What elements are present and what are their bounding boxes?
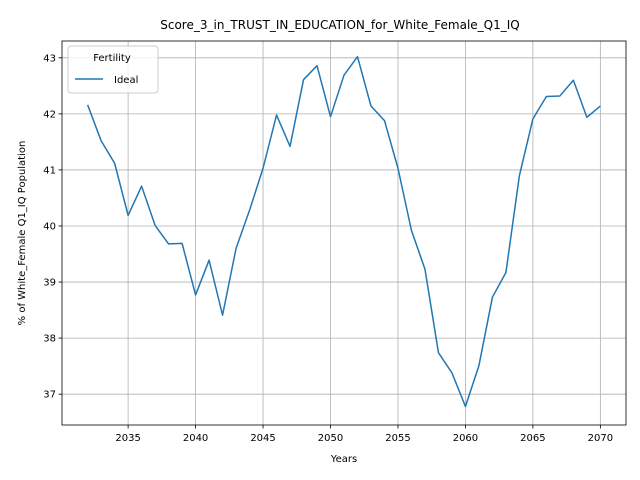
legend-title: Fertility <box>93 53 131 64</box>
x-tick-label: 2050 <box>318 433 343 444</box>
x-tick-label: 2065 <box>520 433 545 444</box>
legend-box <box>67 45 159 94</box>
y-axis-label: % of White_Female Q1_IQ Population <box>17 141 28 326</box>
x-axis: 2035 2040 2045 2050 2055 2060 2065 2070 <box>115 425 613 444</box>
x-tick-label: 2070 <box>588 433 613 444</box>
y-tick-label: 37 <box>43 390 56 401</box>
legend: Fertility Ideal <box>67 45 159 94</box>
y-tick-label: 38 <box>43 334 56 345</box>
y-tick-label: 43 <box>43 53 56 64</box>
legend-label-ideal: Ideal <box>114 75 138 86</box>
y-tick-label: 42 <box>43 109 56 120</box>
y-tick-label: 39 <box>43 278 56 289</box>
y-tick-label: 41 <box>43 165 56 176</box>
series-line-ideal <box>86 55 601 408</box>
x-tick-label: 2040 <box>183 433 208 444</box>
y-axis: 37 38 39 40 41 42 43 <box>43 53 62 401</box>
x-axis-label: Years <box>330 454 357 465</box>
x-tick-label: 2055 <box>385 433 410 444</box>
x-tick-label: 2045 <box>250 433 275 444</box>
y-tick-label: 40 <box>43 221 56 232</box>
x-tick-label: 2035 <box>115 433 140 444</box>
plot-frame <box>61 40 627 426</box>
chart-title: Score_3_in_TRUST_IN_EDUCATION_for_White_… <box>160 18 520 32</box>
grid-lines <box>62 41 626 425</box>
series-layer <box>86 55 601 408</box>
x-tick-label: 2060 <box>453 433 478 444</box>
